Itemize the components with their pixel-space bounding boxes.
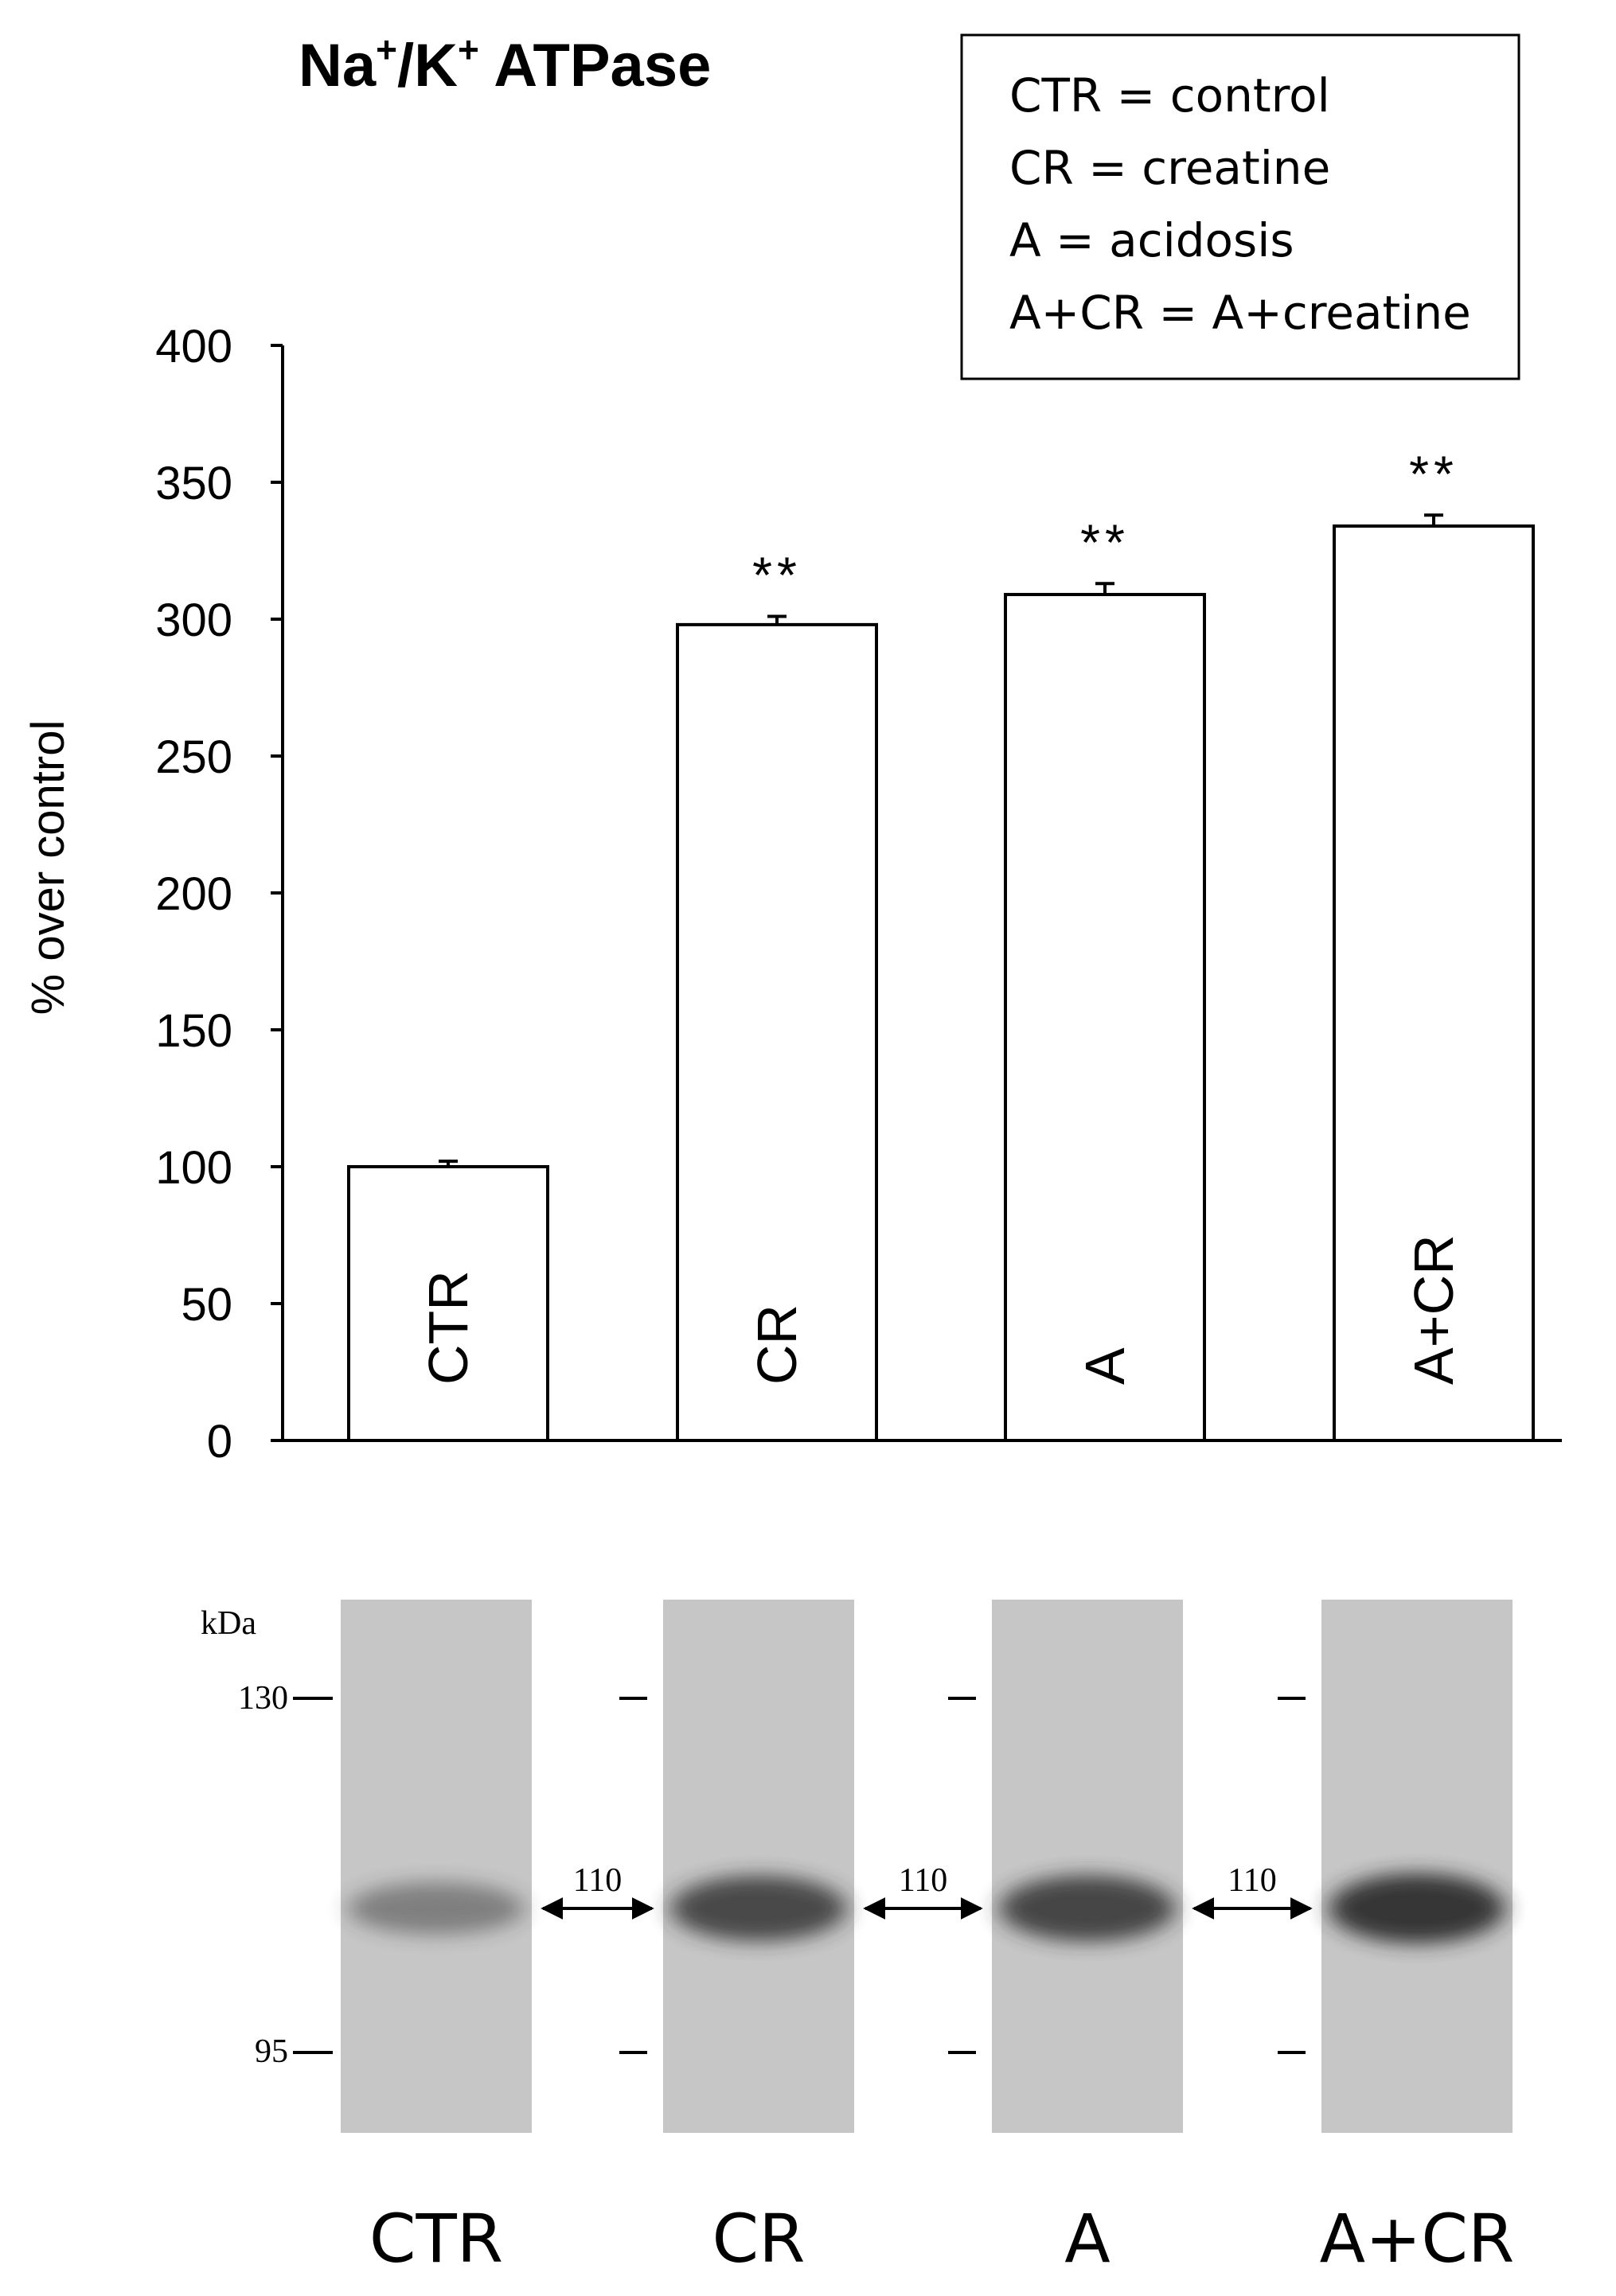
bar-group: A ** bbox=[1004, 513, 1206, 1442]
y-tick-label: 350 bbox=[155, 458, 232, 509]
marker-130-label: 130 bbox=[238, 1680, 288, 1717]
bar-category-label: A bbox=[1074, 1347, 1136, 1385]
y-tick-label: 200 bbox=[155, 868, 232, 920]
protein-band bbox=[1329, 1873, 1505, 1944]
blot-membrane bbox=[663, 1600, 854, 2133]
bar-group: A+CR ** bbox=[1333, 445, 1535, 1442]
band-110-label: 110 bbox=[573, 1862, 622, 1899]
legend-entry: A = acidosis bbox=[1009, 213, 1294, 267]
blot-membrane bbox=[341, 1600, 532, 2133]
bar-category-label: A+CR bbox=[1403, 1234, 1465, 1385]
blot-lane: A bbox=[992, 1600, 1183, 2278]
bars: CTR CR ** A ** A+CR ** bbox=[347, 445, 1535, 1442]
y-tick-label: 400 bbox=[155, 321, 232, 372]
blot-membrane bbox=[992, 1600, 1183, 2133]
chart-title: Na+/K+ ATPase bbox=[299, 29, 711, 99]
y-ticks: 0 50 100 150 200 250 300 350 400 bbox=[155, 321, 283, 1468]
band-110-label: 110 bbox=[899, 1862, 947, 1899]
bar-group: CTR bbox=[347, 1160, 549, 1442]
blot-membrane bbox=[1321, 1600, 1513, 2133]
band-110-label: 110 bbox=[1228, 1862, 1276, 1899]
legend-entry: A+CR = A+creatine bbox=[1009, 286, 1471, 340]
bar bbox=[1004, 593, 1206, 1442]
y-tick-label: 50 bbox=[181, 1279, 232, 1331]
bar bbox=[676, 622, 878, 1442]
y-tick-label: 150 bbox=[155, 1005, 232, 1057]
protein-band bbox=[348, 1882, 525, 1935]
y-tick-label: 300 bbox=[155, 594, 232, 646]
marker-95-label: 95 bbox=[255, 2033, 288, 2070]
bar-category-label: CTR bbox=[417, 1270, 479, 1385]
bar bbox=[347, 1165, 549, 1442]
legend-box bbox=[960, 33, 1520, 380]
blot-lane-label: A+CR bbox=[1320, 2200, 1515, 2278]
western-blot: kDa 130 95 CTR CR A A+CR 110 110 110 bbox=[201, 1600, 1514, 2278]
blot-lane: CR bbox=[663, 1600, 854, 2278]
blot-lane-label: CTR bbox=[369, 2200, 503, 2278]
bar-group: CR ** bbox=[676, 547, 878, 1442]
bar bbox=[1333, 524, 1535, 1442]
bar-category-label: CR bbox=[746, 1304, 808, 1385]
legend-entry: CTR = control bbox=[1009, 68, 1330, 123]
significance-marker: ** bbox=[752, 547, 802, 604]
protein-band bbox=[999, 1875, 1176, 1942]
legend: CTR = control CR = creatine A = acidosis A+… bbox=[960, 33, 1520, 380]
blot-lane-label: A bbox=[1064, 2200, 1110, 2278]
blot-lane: CTR bbox=[341, 1600, 532, 2278]
significance-marker: ** bbox=[1409, 445, 1458, 502]
legend-entry: CR = creatine bbox=[1009, 141, 1330, 195]
protein-band bbox=[670, 1875, 847, 1942]
y-tick-label: 0 bbox=[207, 1416, 232, 1468]
y-tick-label: 100 bbox=[155, 1142, 232, 1194]
blot-lane-label: CR bbox=[712, 2200, 805, 2278]
y-axis-label: % over control bbox=[22, 720, 74, 1015]
kda-label: kDa bbox=[201, 1605, 256, 1642]
significance-marker: ** bbox=[1080, 513, 1130, 571]
y-tick-label: 250 bbox=[155, 731, 232, 783]
blot-lane: A+CR bbox=[1320, 1600, 1515, 2278]
